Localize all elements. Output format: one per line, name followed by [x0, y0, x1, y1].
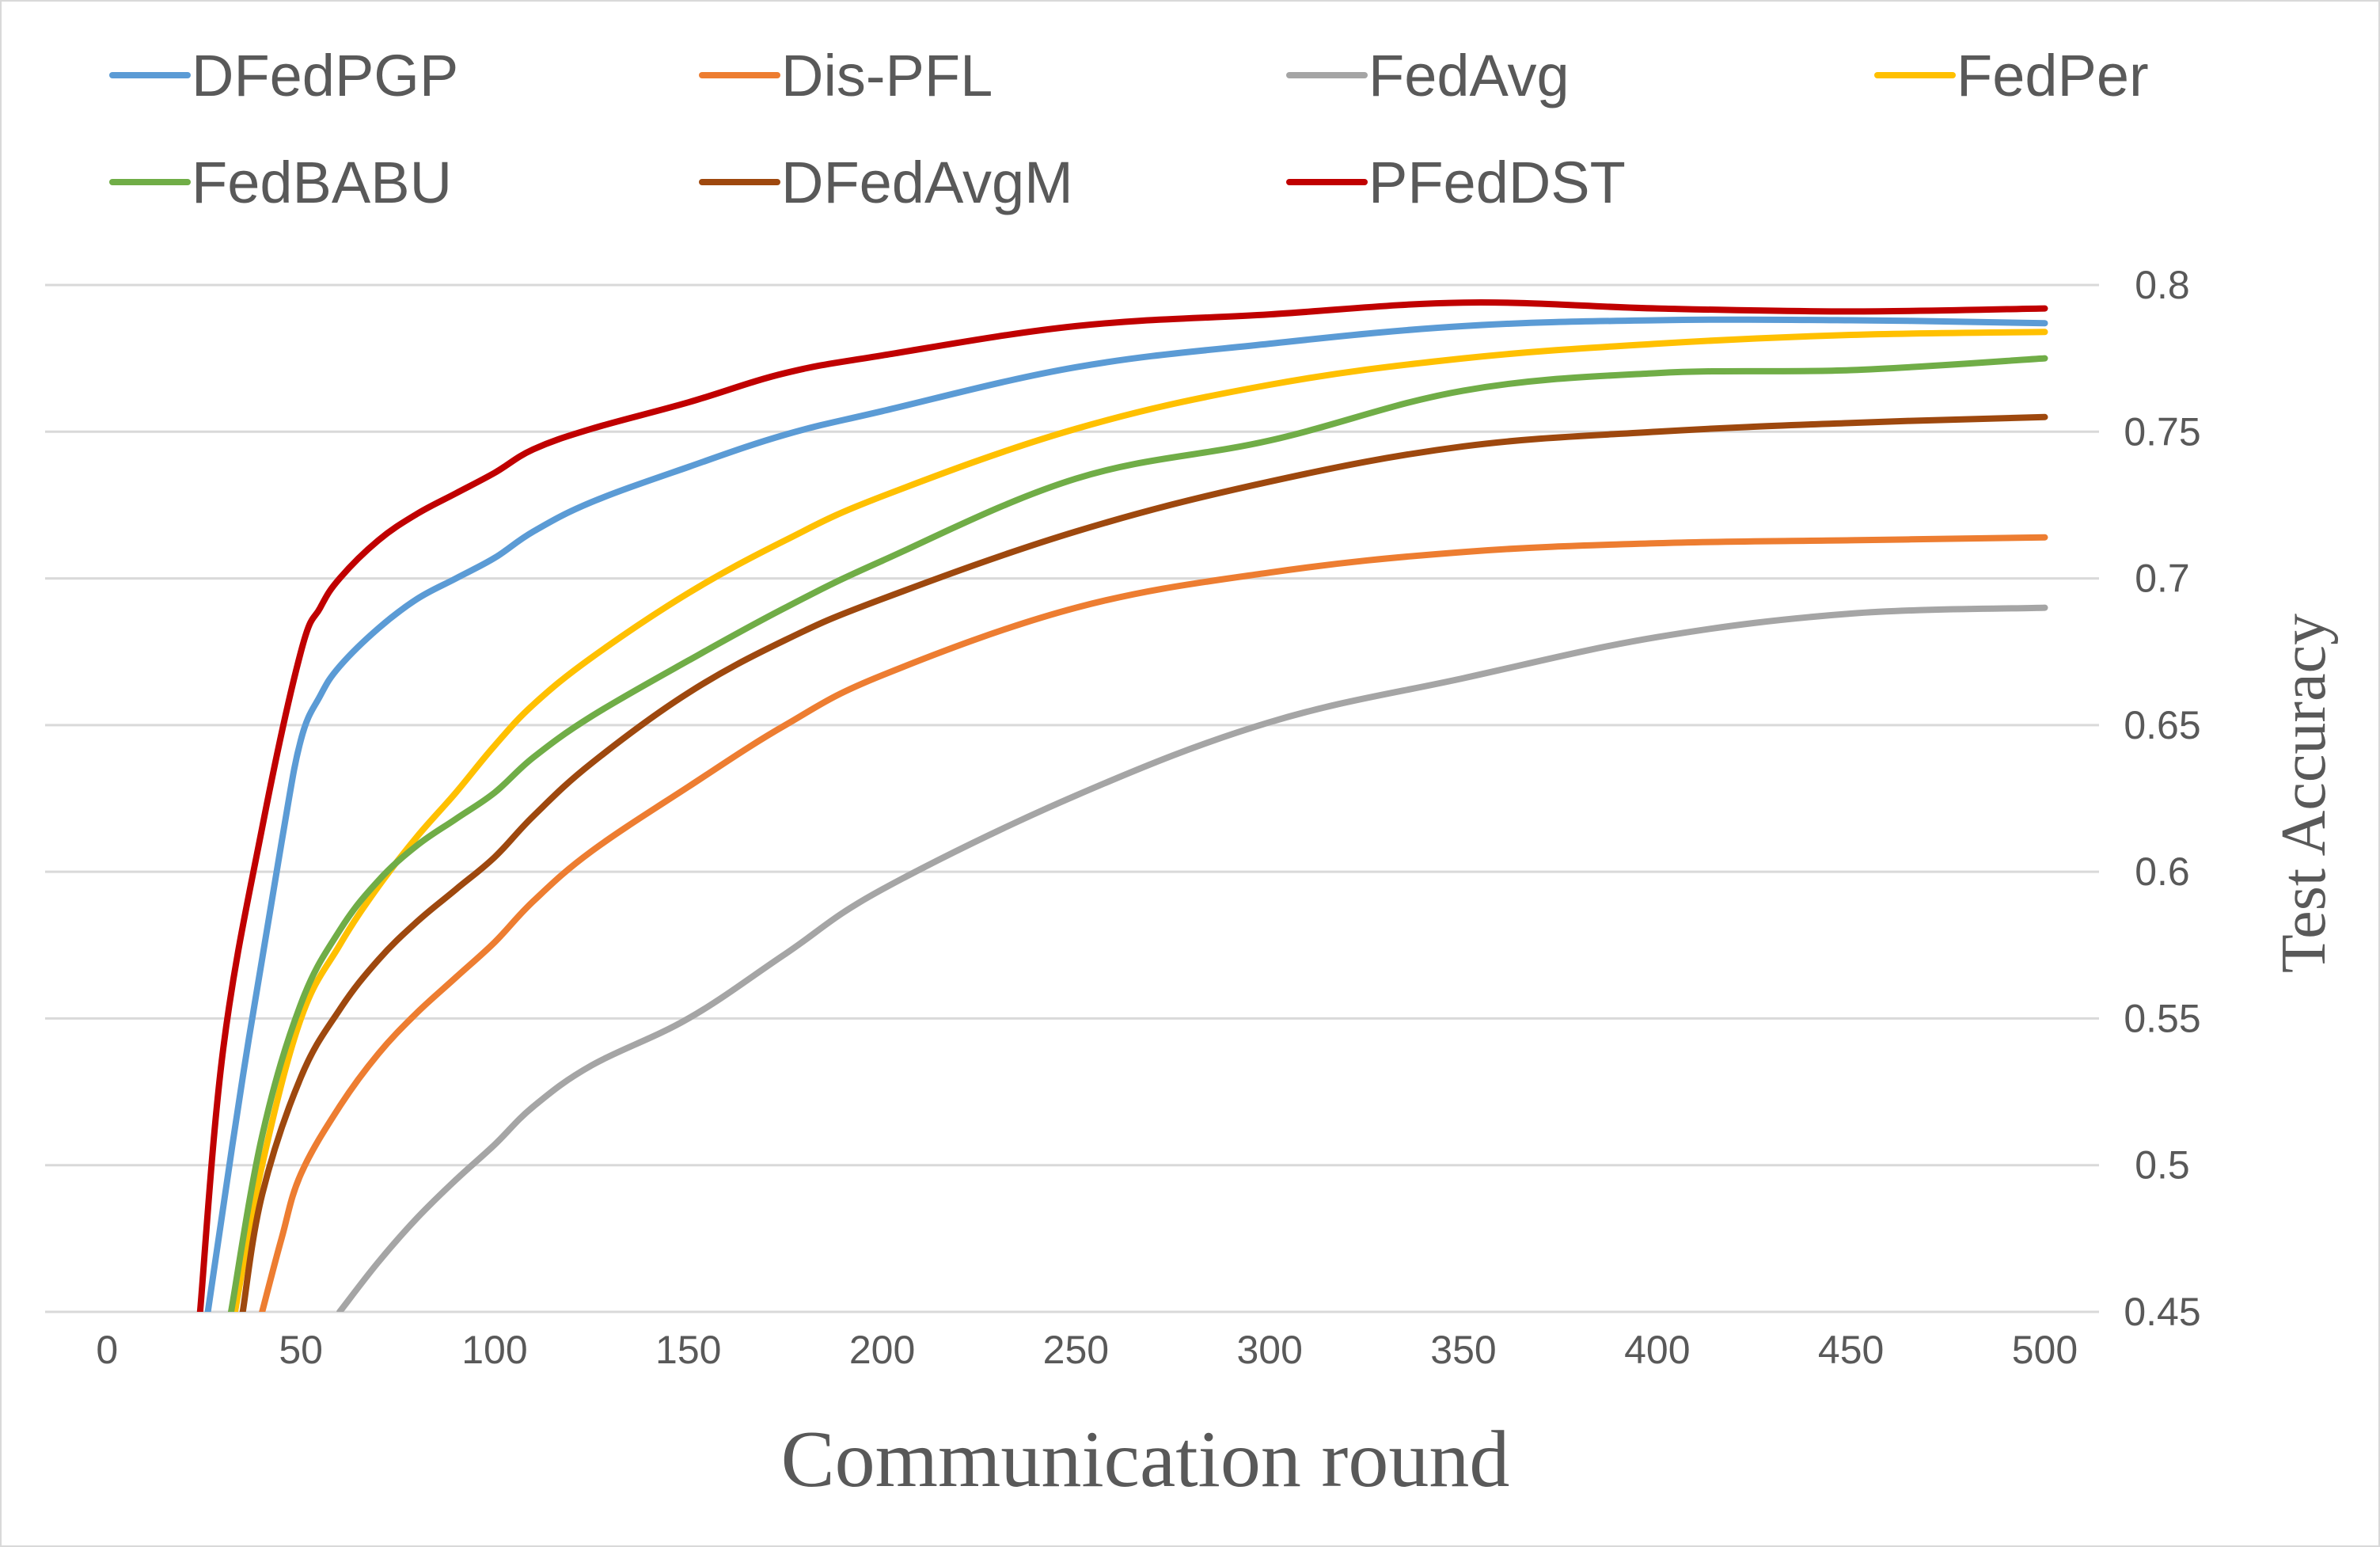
x-axis-ticks: 0 50 100 150 200 250 300 350 400 450 500 — [96, 1328, 2078, 1372]
x-tick-label: 50 — [279, 1328, 323, 1372]
legend-label: DFedPGP — [192, 43, 458, 108]
y-tick-label: 0.65 — [2124, 703, 2200, 747]
y-tick-label: 0.75 — [2124, 409, 2200, 454]
series-line-fedper — [231, 329, 2048, 1312]
x-tick-label: 0 — [96, 1328, 118, 1372]
series-line-dis-pfl — [259, 534, 2048, 1312]
y-axis-ticks: 0.8 0.75 0.7 0.65 0.6 0.55 0.5 0.45 — [2124, 263, 2200, 1334]
legend-item-fedbabu: FedBABU — [109, 150, 452, 215]
x-tick-label: 400 — [1624, 1328, 1690, 1372]
legend-label: PFedDST — [1368, 150, 1626, 215]
legend-label: DFedAvgM — [781, 150, 1073, 215]
y-axis-title: Test Accuracy — [2269, 614, 2339, 973]
legend-item-fedper: FedPer — [1874, 43, 2149, 108]
legend-item-pfeddst: PFedDST — [1286, 150, 1626, 215]
x-tick-label: 250 — [1043, 1328, 1109, 1372]
y-tick-label: 0.7 — [2135, 557, 2190, 601]
series-lines — [196, 299, 2048, 1312]
y-tick-label: 0.6 — [2135, 850, 2190, 894]
x-tick-label: 150 — [655, 1328, 721, 1372]
series-line-fedavg — [336, 604, 2048, 1312]
series-line-dfedavgm — [239, 413, 2048, 1312]
legend-item-dfedavgm: DFedAvgM — [699, 150, 1073, 215]
y-tick-label: 0.55 — [2124, 996, 2200, 1040]
legend-label: FedAvg — [1368, 43, 1570, 108]
series-line-fedbabu — [228, 355, 2048, 1312]
legend-item-dfedpgp: DFedPGP — [109, 43, 458, 108]
series-line-pfeddst — [196, 299, 2048, 1312]
legend-label: FedPer — [1957, 43, 2149, 108]
y-tick-label: 0.45 — [2124, 1290, 2200, 1334]
y-tick-label: 0.8 — [2135, 263, 2190, 307]
legend-label: FedBABU — [192, 150, 452, 215]
x-tick-label: 100 — [461, 1328, 527, 1372]
legend: DFedPGP Dis-PFL FedAvg FedPer FedBABU DFedAvg… — [109, 43, 2149, 215]
legend-label: Dis-PFL — [781, 43, 993, 108]
legend-item-fedavg: FedAvg — [1286, 43, 1570, 108]
series-line-dfedpgp — [204, 316, 2048, 1312]
x-axis-title: Communication round — [781, 1415, 1510, 1504]
legend-item-dis-pfl: Dis-PFL — [699, 43, 993, 108]
x-tick-label: 300 — [1236, 1328, 1302, 1372]
x-tick-label: 200 — [849, 1328, 915, 1372]
x-tick-label: 500 — [2012, 1328, 2078, 1372]
x-tick-label: 350 — [1430, 1328, 1496, 1372]
x-tick-label: 450 — [1818, 1328, 1884, 1372]
y-tick-label: 0.5 — [2135, 1143, 2190, 1188]
